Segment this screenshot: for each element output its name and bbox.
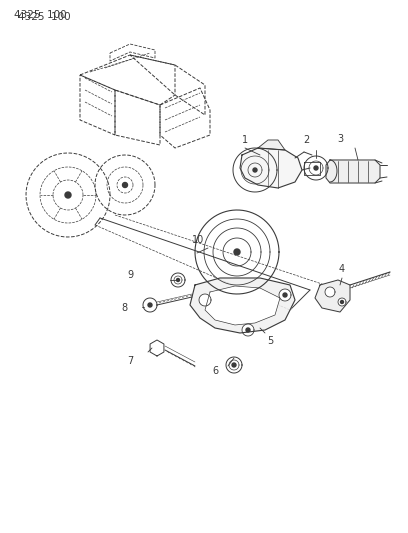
Polygon shape [242, 324, 254, 336]
Polygon shape [240, 148, 302, 188]
Polygon shape [338, 298, 346, 306]
Text: 10: 10 [192, 235, 204, 245]
Polygon shape [258, 140, 285, 150]
Polygon shape [315, 280, 350, 312]
Text: 4: 4 [339, 264, 345, 274]
Polygon shape [325, 287, 335, 297]
Polygon shape [199, 294, 211, 306]
Polygon shape [234, 249, 240, 255]
Polygon shape [246, 328, 250, 332]
Text: 8: 8 [121, 303, 127, 313]
Polygon shape [232, 363, 236, 367]
Polygon shape [283, 293, 287, 297]
Text: 2: 2 [303, 135, 309, 145]
Text: 5: 5 [267, 336, 273, 346]
Polygon shape [279, 289, 291, 301]
Polygon shape [122, 182, 127, 188]
Text: 1: 1 [242, 135, 248, 145]
Polygon shape [177, 279, 180, 281]
Text: 3: 3 [337, 134, 343, 144]
Text: 4325  100: 4325 100 [18, 12, 71, 22]
Text: 9: 9 [127, 270, 133, 280]
Text: 4325  100: 4325 100 [14, 10, 67, 20]
Polygon shape [253, 168, 257, 172]
Polygon shape [65, 192, 71, 198]
Text: 6: 6 [212, 366, 218, 376]
Polygon shape [314, 166, 318, 170]
Polygon shape [326, 160, 380, 183]
Polygon shape [341, 301, 344, 303]
Text: 7: 7 [127, 356, 133, 366]
Polygon shape [190, 278, 295, 333]
Polygon shape [205, 286, 280, 325]
Polygon shape [148, 303, 152, 307]
